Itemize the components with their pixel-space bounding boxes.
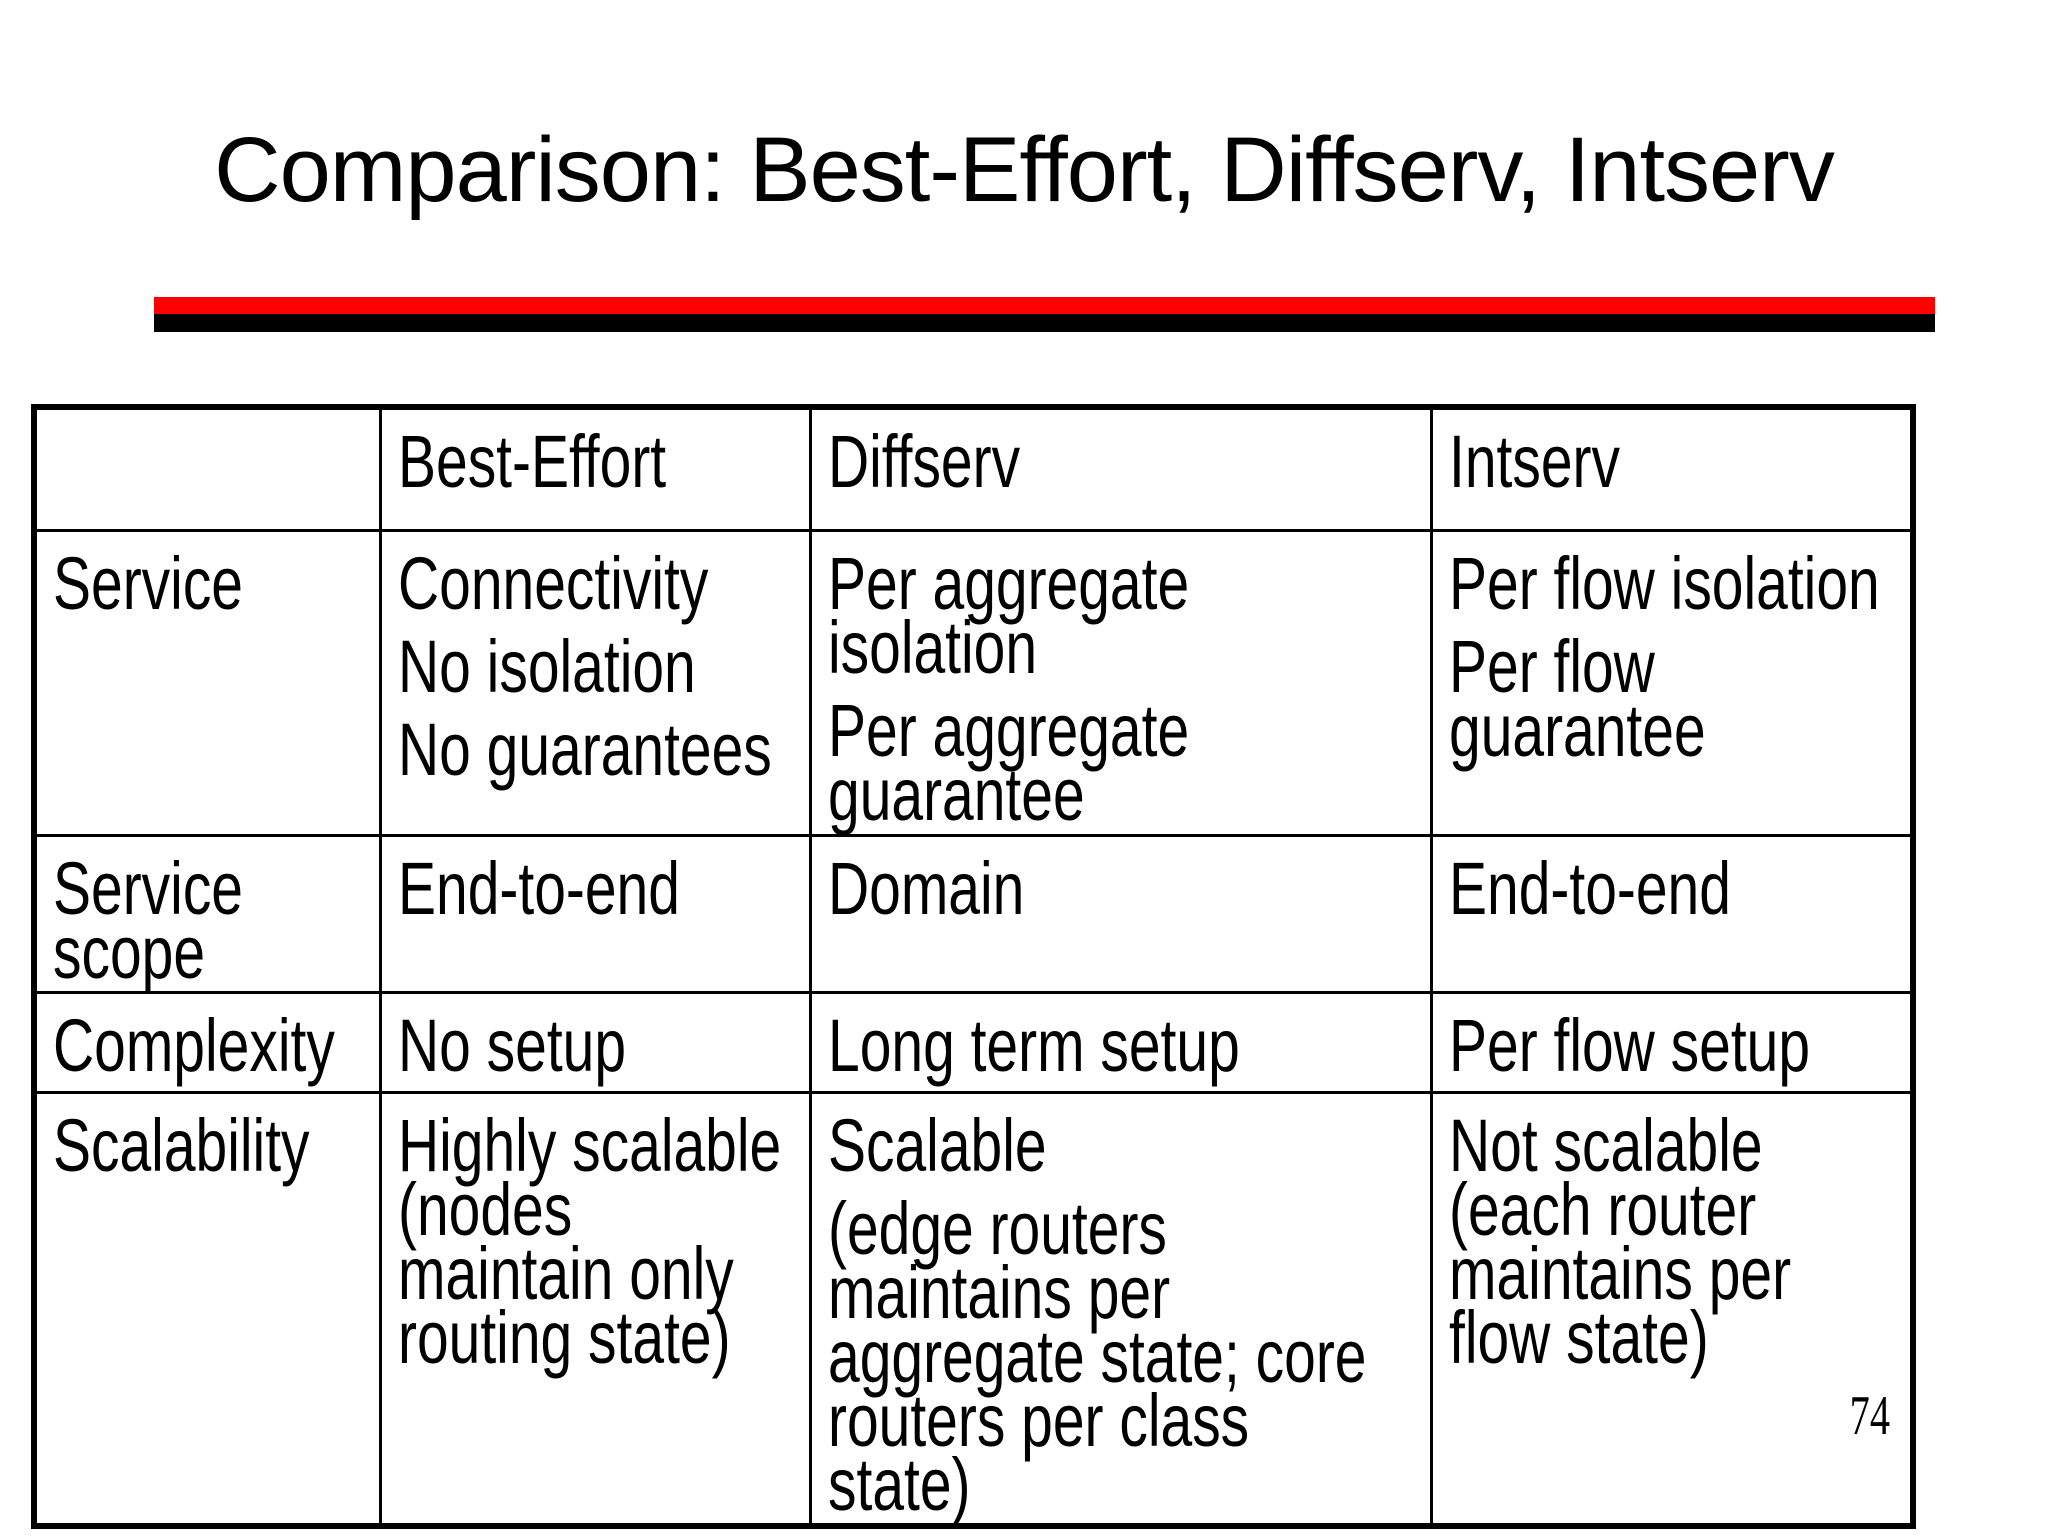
table-header-row: Best-Effort Diffserv Intserv	[32, 405, 1915, 532]
cell-scope-intserv: End-to-end	[1429, 833, 1915, 994]
cell-paragraph: Per aggregate isolation	[827, 541, 1189, 689]
cell-paragraph: End-to-end	[397, 846, 680, 930]
page-title: Comparison: Best-Effort, Diffserv, Intse…	[214, 119, 1835, 221]
cell-paragraph: Per flow guarantee	[1448, 624, 1706, 772]
header-cell-intserv: Intserv	[1429, 405, 1915, 532]
cell-paragraph: No setup	[397, 1003, 626, 1087]
cell-paragraph: No guarantees	[397, 707, 772, 791]
page-number: 74	[1849, 1385, 1890, 1447]
cell-paragraph: No isolation	[397, 624, 696, 708]
cell-complexity-best-effort: No setup	[378, 990, 812, 1094]
row-label-complexity: Complexity	[32, 990, 382, 1094]
column-header: Best-Effort	[397, 420, 666, 503]
title-divider-black-bar	[154, 314, 1935, 332]
cell-scalability-diffserv: Scalable (edge routers maintains per agg…	[808, 1090, 1433, 1527]
cell-paragraph: Domain	[827, 846, 1024, 930]
header-cell-best-effort: Best-Effort	[378, 405, 812, 532]
row-label-text: Scalability	[53, 1103, 310, 1187]
cell-paragraph: Not scalable (each router maintains per …	[1448, 1103, 1791, 1379]
cell-paragraph: End-to-end	[1448, 846, 1731, 930]
cell-service-best-effort: Connectivity No isolation No guarantees	[378, 528, 812, 837]
cell-paragraph: Per aggregate guarantee	[827, 688, 1189, 835]
cell-service-diffserv: Per aggregate isolation Per aggregate gu…	[808, 528, 1433, 837]
cell-paragraph: Per flow isolation	[1448, 541, 1880, 625]
row-label-text: Service scope	[53, 846, 244, 992]
cell-paragraph: (edge routers maintains per aggregate st…	[827, 1186, 1367, 1526]
cell-service-intserv: Per flow isolation Per flow guarantee	[1429, 528, 1915, 837]
cell-scope-best-effort: End-to-end	[378, 833, 812, 994]
cell-paragraph: Long term setup	[827, 1003, 1240, 1087]
row-label-service: Service	[32, 528, 382, 837]
header-cell-empty	[32, 405, 382, 532]
table-row-complexity: Complexity No setup Long term setup Per …	[32, 990, 1915, 1094]
cell-paragraph: Connectivity	[397, 541, 708, 625]
column-header: Diffserv	[827, 420, 1020, 503]
cell-complexity-diffserv: Long term setup	[808, 990, 1433, 1094]
cell-complexity-intserv: Per flow setup	[1429, 990, 1915, 1094]
table-row-scalability: Scalability Highly scalable (nodes maint…	[32, 1090, 1915, 1527]
row-label-text: Complexity	[53, 1003, 335, 1087]
cell-scope-diffserv: Domain	[808, 833, 1433, 994]
comparison-table: Best-Effort Diffserv Intserv Service Con…	[31, 404, 1916, 1529]
cell-paragraph: Scalable	[827, 1103, 1047, 1187]
table-row-service-scope: Service scope End-to-end Domain End-to-e…	[32, 833, 1915, 994]
table-row-service: Service Connectivity No isolation No gua…	[32, 528, 1915, 837]
cell-paragraph: Highly scalable (nodes maintain only rou…	[397, 1103, 781, 1379]
cell-scalability-best-effort: Highly scalable (nodes maintain only rou…	[378, 1090, 812, 1527]
header-cell-diffserv: Diffserv	[808, 405, 1433, 532]
cell-scalability-intserv: Not scalable (each router maintains per …	[1429, 1090, 1915, 1527]
cell-paragraph: Per flow setup	[1448, 1003, 1810, 1087]
row-label-text: Service	[53, 541, 244, 625]
row-label-service-scope: Service scope	[32, 833, 382, 994]
row-label-scalability: Scalability	[32, 1090, 382, 1527]
column-header: Intserv	[1448, 420, 1620, 503]
title-divider-red-bar	[154, 297, 1935, 314]
